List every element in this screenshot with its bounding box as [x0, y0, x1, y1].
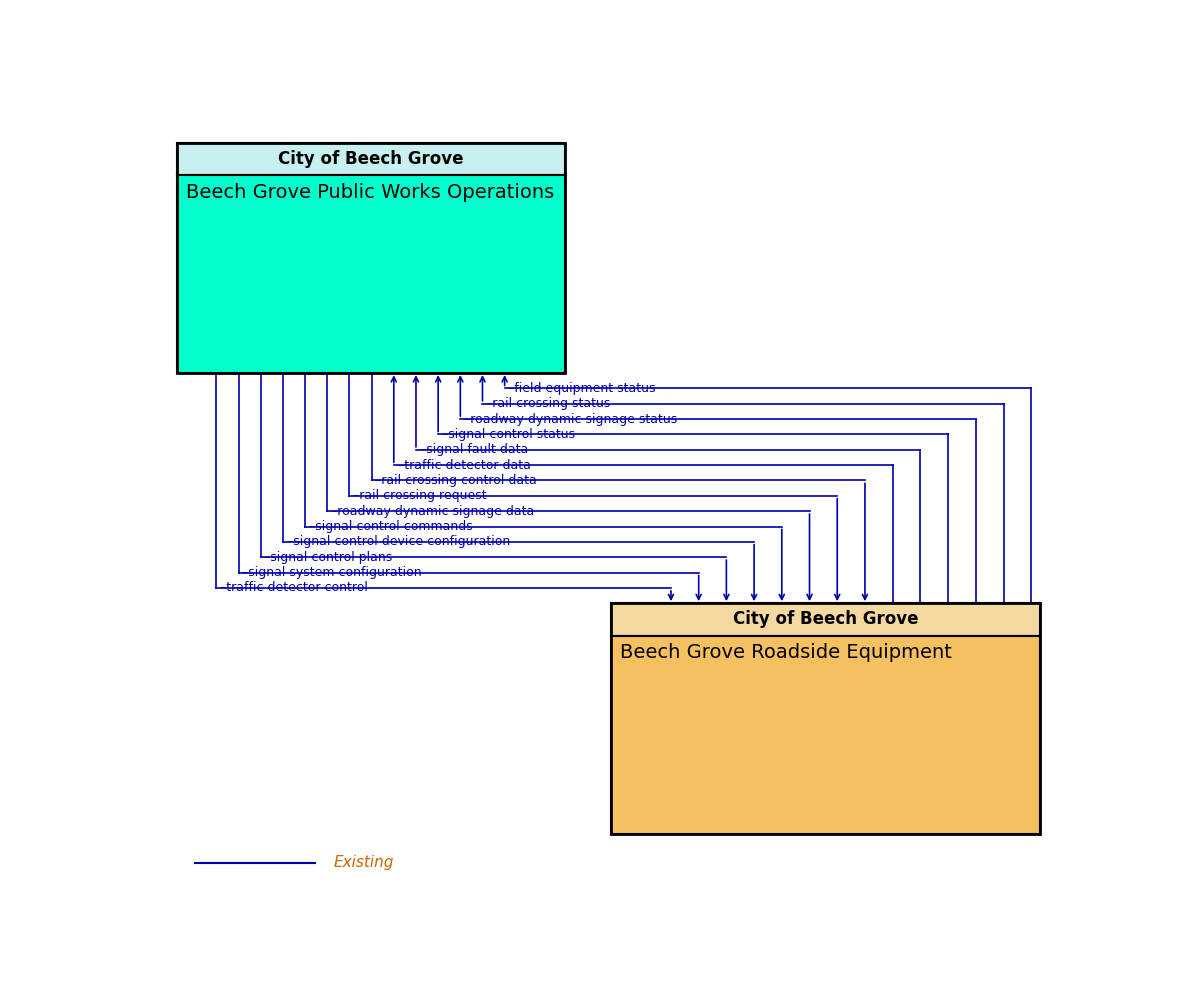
Text: City of Beech Grove: City of Beech Grove	[278, 150, 464, 167]
Text: –signal control commands: –signal control commands	[309, 520, 472, 533]
Text: –signal control plans: –signal control plans	[265, 550, 392, 563]
Bar	[610, 603, 1041, 635]
Text: –traffic detector data: –traffic detector data	[397, 459, 530, 472]
Bar	[610, 635, 1041, 833]
Text: –rail crossing control data: –rail crossing control data	[375, 474, 538, 487]
Text: –signal control status: –signal control status	[442, 428, 575, 441]
Text: Existing: Existing	[334, 855, 395, 870]
Text: –field equipment status: –field equipment status	[508, 382, 656, 395]
Text: City of Beech Grove: City of Beech Grove	[733, 610, 918, 628]
Text: Beech Grove Public Works Operations: Beech Grove Public Works Operations	[186, 182, 554, 201]
Text: –rail crossing request: –rail crossing request	[353, 490, 486, 502]
Text: –traffic detector control: –traffic detector control	[221, 581, 368, 594]
Text: –roadway dynamic signage data: –roadway dynamic signage data	[331, 504, 534, 517]
Bar	[176, 143, 565, 174]
Bar	[610, 603, 1041, 833]
Text: Beech Grove Roadside Equipment: Beech Grove Roadside Equipment	[620, 643, 952, 662]
Text: –signal system configuration: –signal system configuration	[242, 566, 422, 579]
Text: –signal control device configuration: –signal control device configuration	[286, 535, 510, 548]
Bar	[176, 143, 565, 373]
Bar	[176, 174, 565, 373]
Text: –signal fault data: –signal fault data	[420, 444, 528, 457]
Text: –rail crossing status: –rail crossing status	[486, 397, 610, 410]
Text: –roadway dynamic signage status: –roadway dynamic signage status	[464, 413, 677, 426]
